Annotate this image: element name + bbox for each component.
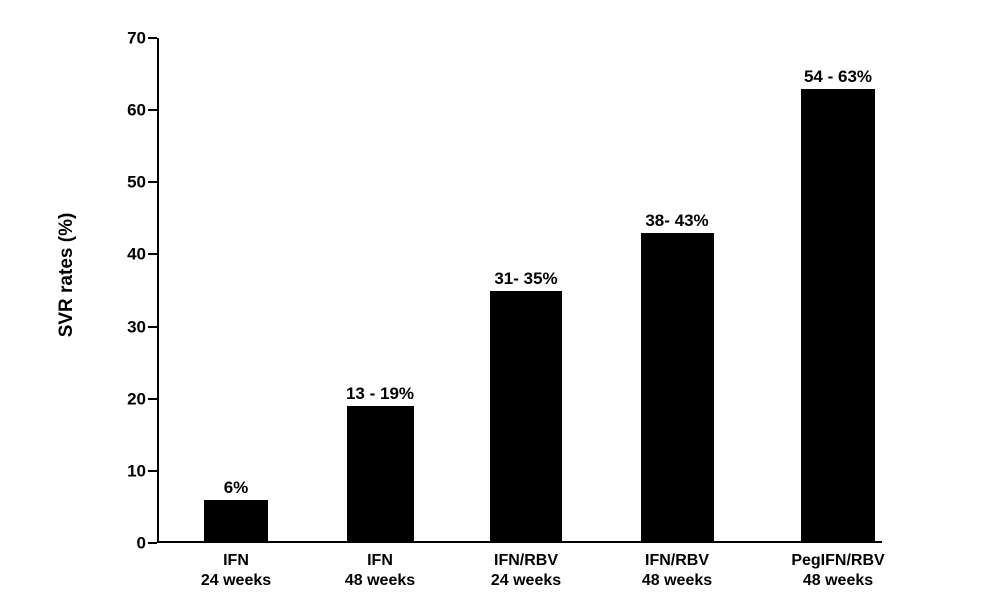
- x-axis-label-line: 48 weeks: [802, 572, 874, 589]
- y-tick-label-0: 0: [136, 533, 146, 553]
- y-tick-label-50: 50: [127, 172, 146, 192]
- bar-value-label-4: 38- 43%: [645, 210, 709, 230]
- bar-value-label-5: 54 - 63%: [803, 66, 873, 86]
- y-tick-label-20: 20: [127, 389, 146, 409]
- bar-value-label-3: 31- 35%: [494, 268, 558, 288]
- x-axis-label-line: 48 weeks: [641, 572, 713, 589]
- x-axis-label-line: 48 weeks: [344, 572, 416, 589]
- y-tick-mark-70: [148, 37, 157, 39]
- x-axis-label-4: IFN/RBV 48 weeks: [602, 551, 752, 591]
- x-axis-label-5: PegIFN/RBV 48 weeks: [763, 551, 913, 591]
- y-tick-mark-20: [148, 397, 157, 400]
- y-tick-mark-60: [148, 109, 157, 112]
- bar-4: [640, 232, 714, 543]
- y-tick-label-30: 30: [127, 317, 146, 337]
- x-axis-label-line: 24 weeks: [200, 572, 272, 589]
- y-axis-title: SVR rates (%): [56, 212, 77, 338]
- bar-value-label-1: 6%: [223, 477, 249, 497]
- x-axis-label-line: IFN/RBV: [494, 552, 558, 569]
- y-tick-mark-40: [148, 253, 157, 256]
- x-axis-label-line: PegIFN/RBV: [791, 552, 885, 569]
- bar-1: [204, 499, 268, 543]
- bar-2: [346, 405, 414, 543]
- bar-3: [490, 290, 562, 543]
- bar-value-label-2: 13 - 19%: [345, 383, 415, 403]
- y-tick-mark-30: [148, 325, 157, 328]
- x-axis-label-line: IFN: [223, 552, 249, 569]
- x-axis-label-2: IFN 48 weeks: [305, 551, 455, 591]
- x-axis-label-3: IFN/RBV 24 weeks: [451, 551, 601, 591]
- y-tick-mark-0: [148, 542, 157, 544]
- y-tick-label-10: 10: [127, 461, 146, 481]
- y-tick-mark-10: [148, 469, 157, 472]
- y-tick-mark-50: [148, 181, 157, 184]
- x-axis-label-line: 24 weeks: [490, 572, 562, 589]
- bar-5: [801, 88, 875, 543]
- x-axis-label-1: IFN 24 weeks: [161, 551, 311, 591]
- x-axis-label-line: IFN: [367, 552, 393, 569]
- x-axis-label-line: IFN/RBV: [645, 552, 709, 569]
- y-tick-label-70: 70: [127, 28, 146, 48]
- y-tick-label-60: 60: [127, 100, 146, 120]
- y-tick-label-40: 40: [127, 244, 146, 264]
